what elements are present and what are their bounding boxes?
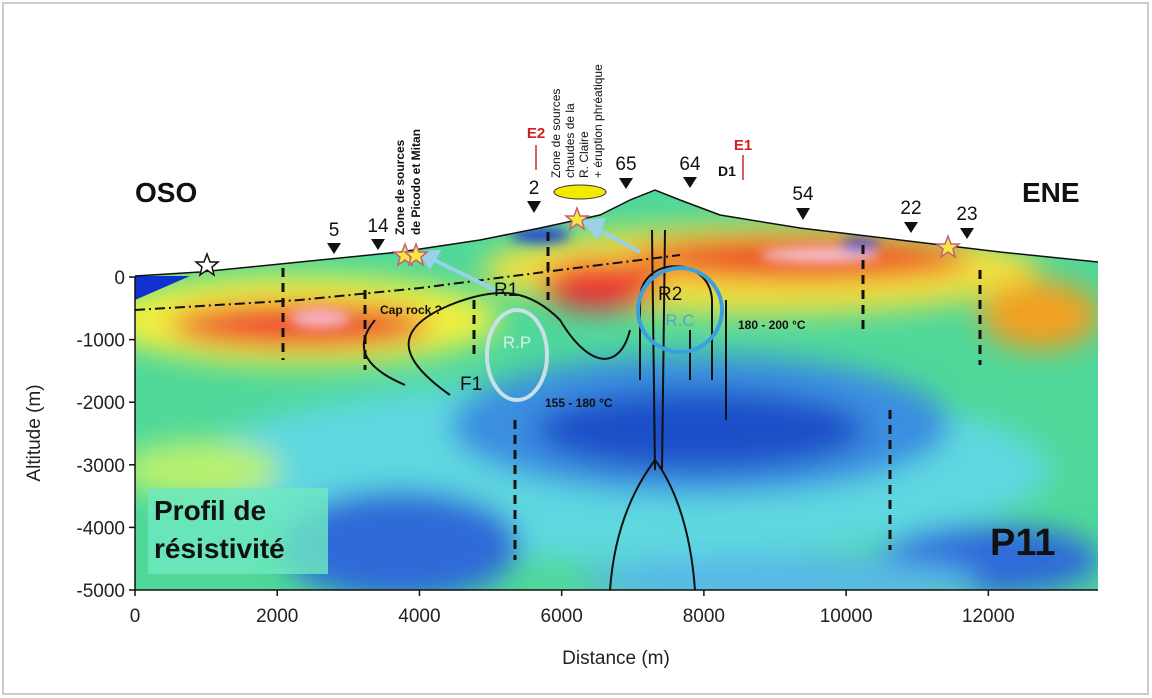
zone-line: Zone de sources [549, 89, 563, 178]
y-tick-label: -1000 [76, 331, 125, 352]
y-axis-label: Altitude (m) [24, 384, 45, 481]
y-tick-label: -5000 [76, 581, 125, 602]
marker-ticks [535, 145, 744, 180]
y-tick-label: -3000 [76, 456, 125, 477]
zone-line: chaudes de la [563, 103, 577, 178]
x-tick-label: 6000 [541, 606, 583, 627]
r1-label: R1 [494, 280, 518, 301]
x-tick-label: 12000 [962, 606, 1015, 627]
x-tick-label: 8000 [683, 606, 725, 627]
flow-arrows [416, 217, 641, 292]
hot-spring-zone [553, 184, 607, 200]
x-tick-label: 10000 [820, 606, 873, 627]
caption-bg [148, 488, 328, 574]
station-label: 22 [900, 198, 921, 219]
rp-zone [485, 308, 549, 402]
station-label: 65 [615, 154, 636, 175]
caption: Profil de résistivité [154, 495, 285, 564]
r2-label: R2 [658, 284, 682, 305]
zone-claire: Zone de sources chaudes de la R. Claire … [549, 64, 605, 178]
f1-label: F1 [460, 374, 482, 395]
station-label: 64 [679, 154, 701, 175]
x-axis-label: Distance (m) [562, 648, 670, 669]
e2-label: E2 [527, 125, 545, 142]
d1-label: D1 [718, 163, 736, 179]
west-label: OSO [135, 177, 197, 208]
e1-label: E1 [734, 137, 752, 154]
zone-line: de Picodo et Mitan [409, 129, 423, 235]
station-label: 14 [367, 216, 389, 237]
temperature-label: 155 - 180 °C [545, 396, 613, 410]
topography [134, 189, 1099, 277]
zone-picodo: Zone de sources de Picodo et Mitan [393, 129, 423, 235]
zone-line: R. Claire [577, 131, 591, 178]
caption-line: résistivité [154, 533, 285, 564]
zone-line: Zone de sources [393, 139, 407, 235]
interpretation-lines [134, 229, 982, 591]
rc-zone [636, 266, 724, 354]
y-tick-label: -2000 [76, 393, 125, 414]
caprock-label: Cap rock ? [380, 303, 442, 317]
station-markers [327, 177, 974, 254]
station-label: 2 [529, 178, 540, 199]
x-tick-label: 4000 [398, 606, 440, 627]
y-tick-label: 0 [114, 268, 125, 289]
station-label: 23 [956, 204, 977, 225]
zone-line: + éruption phréatique [591, 64, 605, 178]
caption-line: Profil de [154, 495, 266, 526]
reference-star [193, 251, 221, 277]
rc-label: R.C [665, 311, 694, 330]
profile-label: P11 [990, 522, 1056, 564]
station-label: 5 [329, 220, 340, 241]
rp-label: R.P [503, 333, 531, 352]
temperature-label: 180 - 200 °C [738, 318, 806, 332]
east-label: ENE [1022, 177, 1080, 208]
station-label: 54 [792, 184, 814, 205]
stars [391, 205, 962, 267]
y-tick-label: -4000 [76, 518, 125, 539]
x-tick-label: 2000 [256, 606, 298, 627]
x-tick-label: 0 [130, 606, 141, 627]
